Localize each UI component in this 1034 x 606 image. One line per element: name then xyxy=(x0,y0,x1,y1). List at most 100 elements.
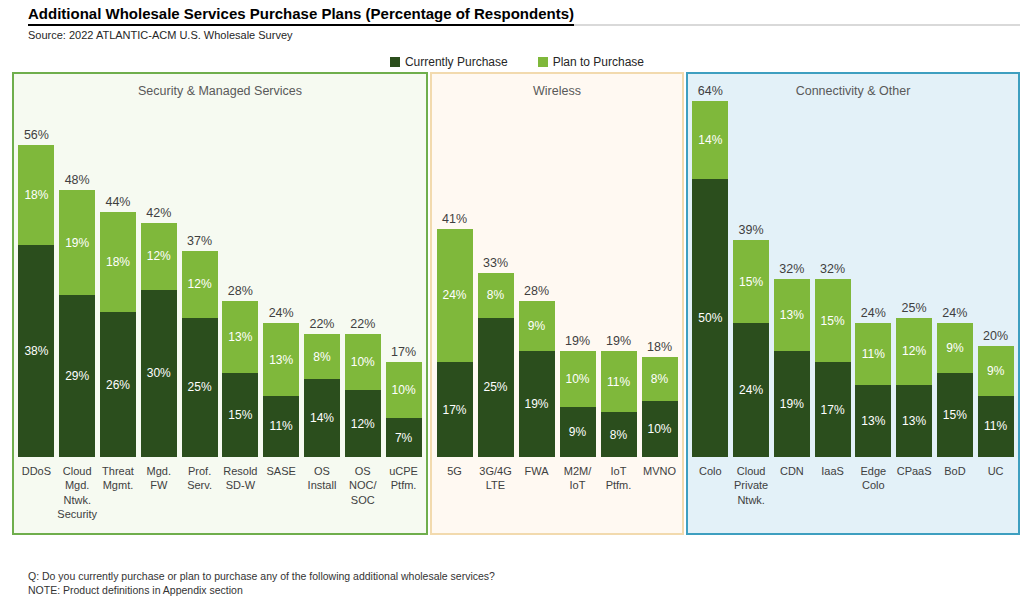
legend-item-plan-to-purchase: Plan to Purchase xyxy=(538,55,644,69)
category-label: 3G/4G LTE xyxy=(475,457,516,533)
plan-to-purchase-segment: 19% xyxy=(59,190,95,296)
total-value-label: 19% xyxy=(606,334,631,348)
currently-purchase-segment: 25% xyxy=(182,318,218,457)
category-label: Prof. Serv. xyxy=(179,457,220,533)
currently-purchase-segment: 19% xyxy=(774,351,810,457)
currently-purchase-segment: 50% xyxy=(692,179,728,458)
total-value-label: 24% xyxy=(269,306,294,320)
plan-to-purchase-segment: 8% xyxy=(478,273,514,318)
currently-purchase-segment: 17% xyxy=(815,362,851,457)
total-value-label: 17% xyxy=(391,345,416,359)
bar-column: 24%11%13%Edge Colo xyxy=(853,74,894,533)
total-value-label: 28% xyxy=(524,284,549,298)
bar-column: 24%9%15%BoD xyxy=(935,74,976,533)
plan-to-purchase-segment: 15% xyxy=(733,240,769,324)
currently-purchase-segment: 8% xyxy=(601,412,637,457)
category-label: M2M/ IoT xyxy=(557,457,598,533)
plan-to-purchase-segment: 11% xyxy=(601,351,637,412)
currently-purchase-segment: 14% xyxy=(304,379,340,457)
total-value-label: 24% xyxy=(942,306,967,320)
category-label: CDN xyxy=(772,457,813,533)
header: Additional Wholesale Services Purchase P… xyxy=(28,5,1020,26)
plan-to-purchase-segment: 13% xyxy=(222,301,258,373)
total-value-label: 32% xyxy=(779,262,804,276)
category-label: BoD xyxy=(935,457,976,533)
bar-column: 22%10%12%OS NOC/ SOC xyxy=(342,74,383,533)
category-label: IaaS xyxy=(812,457,853,533)
plan-to-purchase-segment: 13% xyxy=(774,279,810,351)
bar-column: 44%18%26%Threat Mgmt. xyxy=(98,74,139,533)
bar-column: 25%12%13%CPaaS xyxy=(894,74,935,533)
plan-to-purchase-segment: 12% xyxy=(182,251,218,318)
total-value-label: 39% xyxy=(739,223,764,237)
currently-purchase-segment: 19% xyxy=(519,351,555,457)
currently-purchase-segment: 24% xyxy=(733,323,769,457)
total-value-label: 22% xyxy=(350,317,375,331)
bar-column: 42%12%30%Mgd. FW xyxy=(138,74,179,533)
total-value-label: 28% xyxy=(228,284,253,298)
currently-purchase-swatch-icon xyxy=(390,57,400,67)
plan-to-purchase-segment: 15% xyxy=(815,279,851,363)
plan-to-purchase-segment: 13% xyxy=(263,323,299,395)
category-label: Resold SD-W xyxy=(220,457,261,533)
plan-to-purchase-segment: 18% xyxy=(18,145,54,245)
currently-purchase-segment: 25% xyxy=(478,318,514,457)
plan-to-purchase-segment: 10% xyxy=(386,362,422,418)
currently-purchase-segment: 13% xyxy=(855,385,891,457)
survey-question: Q: Do you currently purchase or plan to … xyxy=(28,569,1034,583)
category-label: CPaaS xyxy=(894,457,935,533)
total-value-label: 22% xyxy=(309,317,334,331)
bar-column: 17%10%7%uCPE Ptfm. xyxy=(383,74,424,533)
total-value-label: 24% xyxy=(861,306,886,320)
category-label: Mgd. FW xyxy=(138,457,179,533)
bar-column: 64%14%50%Colo xyxy=(690,74,731,533)
category-label: DDoS xyxy=(16,457,57,533)
bar-column: 37% 12%25%Prof. Serv. xyxy=(179,74,220,533)
currently-purchase-segment: 11% xyxy=(263,396,299,457)
category-label: Edge Colo xyxy=(853,457,894,533)
currently-purchase-segment: 10% xyxy=(642,401,678,457)
plan-to-purchase-segment: 14% xyxy=(692,101,728,179)
currently-purchase-segment: 13% xyxy=(896,385,932,457)
plan-to-purchase-swatch-icon xyxy=(538,57,548,67)
total-value-label: 25% xyxy=(902,301,927,315)
plan-to-purchase-segment: 8% xyxy=(642,357,678,402)
legend-label: Currently Purchase xyxy=(405,55,508,69)
currently-purchase-segment: 17% xyxy=(437,362,473,457)
plan-to-purchase-segment: 8% xyxy=(304,334,340,379)
total-value-label: 37% xyxy=(187,234,212,248)
plan-to-purchase-segment: 12% xyxy=(141,223,177,290)
currently-purchase-segment: 7% xyxy=(386,418,422,457)
category-label: OS NOC/ SOC xyxy=(342,457,383,533)
currently-purchase-segment: 38% xyxy=(18,245,54,457)
legend-label: Plan to Purchase xyxy=(553,55,644,69)
bar-column: 22%8%14%OS Install xyxy=(302,74,343,533)
source-line: Source: 2022 ATLANTIC-ACM U.S. Wholesale… xyxy=(28,29,1034,41)
footnotes: Q: Do you currently purchase or plan to … xyxy=(28,569,1034,597)
plan-to-purchase-segment: 10% xyxy=(560,351,596,407)
total-value-label: 41% xyxy=(442,212,467,226)
section-connectivity-other: Connectivity & Other64%14%50%Colo39%15%2… xyxy=(686,72,1020,535)
category-label: FWA xyxy=(516,457,557,533)
stacked-bar-chart: Security & Managed Services56%18%38%DDoS… xyxy=(12,72,1022,535)
bar-column: 24% 13%11%SASE xyxy=(261,74,302,533)
category-label: SASE xyxy=(261,457,302,533)
currently-purchase-segment: 15% xyxy=(937,373,973,457)
total-value-label: 19% xyxy=(565,334,590,348)
plan-to-purchase-segment: 9% xyxy=(519,301,555,351)
currently-purchase-segment: 30% xyxy=(141,290,177,457)
bar-column: 32% 13%19%CDN xyxy=(772,74,813,533)
bar-column: 56% 18%38%DDoS xyxy=(16,74,57,533)
category-label: 5G xyxy=(434,457,475,533)
total-value-label: 56% xyxy=(24,128,49,142)
currently-purchase-segment: 15% xyxy=(222,373,258,457)
total-value-label: 64% xyxy=(698,84,723,98)
total-value-label: 32% xyxy=(820,262,845,276)
bar-column: 33%8%25%3G/4G LTE xyxy=(475,74,516,533)
bar-column: 32% 15%17%IaaS xyxy=(812,74,853,533)
legend-item-currently-purchase: Currently Purchase xyxy=(390,55,508,69)
category-label: Cloud Mgd. Ntwk. Security xyxy=(57,457,98,533)
category-label: Cloud Private Ntwk. xyxy=(731,457,772,533)
page: Additional Wholesale Services Purchase P… xyxy=(0,0,1034,606)
bar-column: 19%10%9%M2M/ IoT xyxy=(557,74,598,533)
